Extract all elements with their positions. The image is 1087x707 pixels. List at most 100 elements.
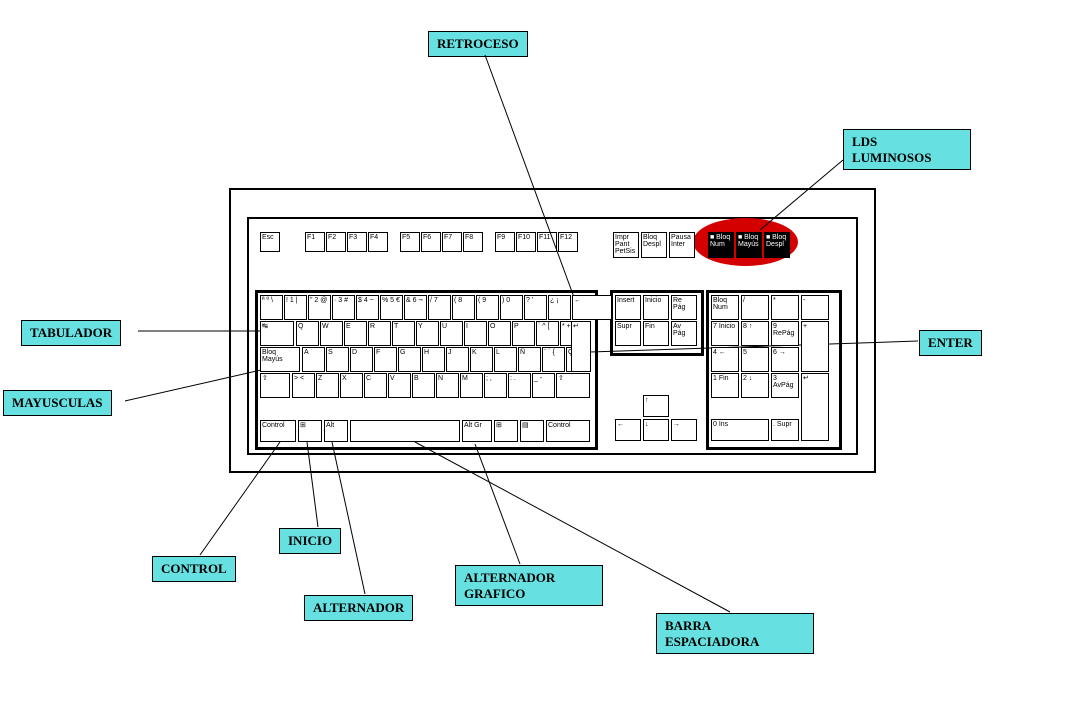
key-menu: ▤ bbox=[520, 420, 544, 442]
key-left: ← bbox=[615, 419, 641, 441]
key-f8: F8 bbox=[463, 232, 483, 252]
key-row4-8: ; , bbox=[484, 373, 507, 398]
key-row1-3: · 3 # bbox=[332, 295, 355, 320]
label-lds: LDS LUMINOSOS bbox=[843, 129, 971, 170]
key-supr: Supr bbox=[615, 321, 641, 346]
key-numlock: Bloq Num bbox=[711, 295, 739, 320]
key-row4-1: Z bbox=[316, 373, 339, 398]
key-f4: F4 bbox=[368, 232, 388, 252]
key-row3-8: L bbox=[494, 347, 517, 372]
key-numpad-4: 4 ← bbox=[711, 347, 739, 372]
key-row1-10: ) 0 bbox=[500, 295, 523, 320]
key-numpad-minus: - bbox=[801, 295, 829, 320]
label-control: CONTROL bbox=[152, 556, 236, 582]
key-row1-7: / 7 bbox=[428, 295, 451, 320]
key-f7: F7 bbox=[442, 232, 462, 252]
key-numpad-7: 7 Inicio bbox=[711, 321, 739, 346]
label-mayusculas: MAYUSCULAS bbox=[3, 390, 112, 416]
key-row1-9: ( 9 bbox=[476, 295, 499, 320]
key-row2-7: I bbox=[464, 321, 487, 346]
key-row1-8: ( 8 bbox=[452, 295, 475, 320]
key-row2-0: Q bbox=[296, 321, 319, 346]
label-retroceso: RETROCESO bbox=[428, 31, 528, 57]
key-f10: F10 bbox=[516, 232, 536, 252]
label-barra-espaciadora: BARRA ESPACIADORA bbox=[656, 613, 814, 654]
key-f9: F9 bbox=[495, 232, 515, 252]
key-row3-10: ¨ ´ { bbox=[542, 347, 565, 372]
label-tabulador: TABULADOR bbox=[21, 320, 121, 346]
key-fin: Fin bbox=[643, 321, 669, 346]
key-repag: Re Pág bbox=[671, 295, 697, 320]
key-row4-7: M bbox=[460, 373, 483, 398]
key-backspace: ← bbox=[572, 295, 612, 320]
key-row1-6: & 6 ¬ bbox=[404, 295, 427, 320]
key-numpad-3: 3 AvPág bbox=[771, 373, 799, 398]
key-row4-2: X bbox=[340, 373, 363, 398]
key-row2-10: ` ^ [ bbox=[536, 321, 559, 346]
key-ctrl-left: Control bbox=[260, 420, 296, 442]
key-f3: F3 bbox=[347, 232, 367, 252]
key-row4-10: _ - bbox=[532, 373, 555, 398]
key-row1-0: ª º \ bbox=[260, 295, 283, 320]
key-esc: Esc bbox=[260, 232, 280, 252]
key-row1-2: " 2 @ bbox=[308, 295, 331, 320]
key-row2-3: R bbox=[368, 321, 391, 346]
key-numpad-5: 5 bbox=[741, 347, 769, 372]
key-row4-3: C bbox=[364, 373, 387, 398]
key-row3-3: F bbox=[374, 347, 397, 372]
key-altgr: Alt Gr bbox=[462, 420, 492, 442]
key-row3-1: S bbox=[326, 347, 349, 372]
key-numpad-div: / bbox=[741, 295, 769, 320]
key-alt: Alt bbox=[324, 420, 348, 442]
key-row2-9: P bbox=[512, 321, 535, 346]
key-numpad-enter: ↵ bbox=[801, 373, 829, 441]
key-row3-2: D bbox=[350, 347, 373, 372]
key-row1-11: ? ' bbox=[524, 295, 547, 320]
label-enter: ENTER bbox=[919, 330, 982, 356]
key-numpad-1: 1 Fin bbox=[711, 373, 739, 398]
key-row2-2: E bbox=[344, 321, 367, 346]
key-down: ↓ bbox=[643, 419, 669, 441]
led-capslock: ■ Bloq Mayús bbox=[736, 232, 762, 258]
key-f5: F5 bbox=[400, 232, 420, 252]
key-ctrl-right: Control bbox=[546, 420, 590, 442]
key-row3-9: Ñ bbox=[518, 347, 541, 372]
key-impr: Impr Pant PetSis bbox=[613, 232, 639, 258]
key-row1-12: ¿ ¡ bbox=[548, 295, 571, 320]
key-row1-5: % 5 € bbox=[380, 295, 403, 320]
label-alternador: ALTERNADOR bbox=[304, 595, 413, 621]
key-bloq-despl: Bloq Despl bbox=[641, 232, 667, 258]
key-pausa: Pausa Inter bbox=[669, 232, 695, 258]
led-numlock: ■ Bloq Num bbox=[708, 232, 734, 258]
led-scrolllock: ■ Bloq Despl bbox=[764, 232, 790, 258]
key-f6: F6 bbox=[421, 232, 441, 252]
key-row3-0: A bbox=[302, 347, 325, 372]
key-row4-9: : . bbox=[508, 373, 531, 398]
key-row2-5: Y bbox=[416, 321, 439, 346]
key-tab: ↹ bbox=[260, 321, 294, 346]
key-win-left: ⊞ bbox=[298, 420, 322, 442]
key-row3-4: G bbox=[398, 347, 421, 372]
key-row4-5: B bbox=[412, 373, 435, 398]
key-row2-8: O bbox=[488, 321, 511, 346]
key-right: → bbox=[671, 419, 697, 441]
key-row4-0: > < bbox=[292, 373, 315, 398]
key-space bbox=[350, 420, 460, 442]
key-row2-6: U bbox=[440, 321, 463, 346]
key-shift-left: ⇧ bbox=[260, 373, 290, 398]
key-row4-6: N bbox=[436, 373, 459, 398]
key-avpag: Av Pág bbox=[671, 321, 697, 346]
key-row3-5: H bbox=[422, 347, 445, 372]
label-inicio: INICIO bbox=[279, 528, 341, 554]
key-row3-6: J bbox=[446, 347, 469, 372]
key-row2-4: T bbox=[392, 321, 415, 346]
key-f11: F11 bbox=[537, 232, 557, 252]
key-row1-4: $ 4 ~ bbox=[356, 295, 379, 320]
key-f2: F2 bbox=[326, 232, 346, 252]
key-enter: ↵ bbox=[571, 321, 591, 372]
key-inicio: Inicio bbox=[643, 295, 669, 320]
key-numpad-2: 2 ↓ bbox=[741, 373, 769, 398]
key-f12: F12 bbox=[558, 232, 578, 252]
key-insert: Insert bbox=[615, 295, 641, 320]
key-numpad-0: 0 Ins bbox=[711, 419, 769, 441]
